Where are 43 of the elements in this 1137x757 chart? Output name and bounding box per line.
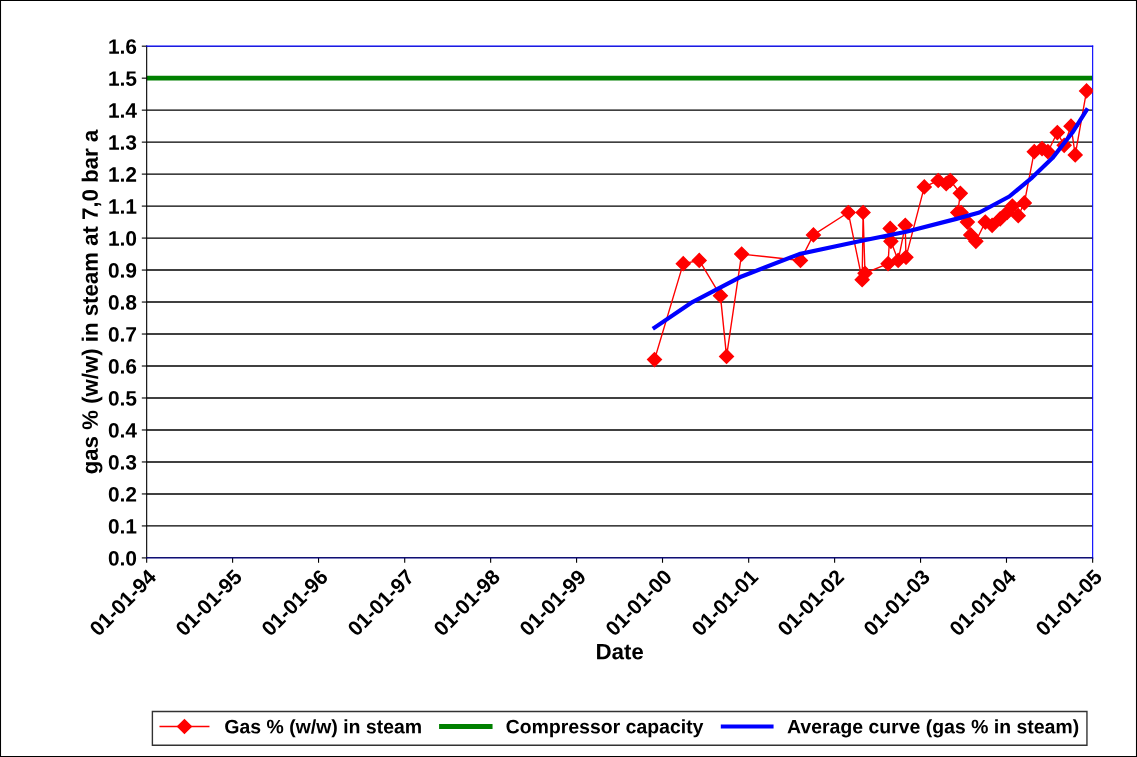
x-axis-title: Date [597, 643, 643, 660]
y-tick-label: 1.6 [109, 39, 137, 54]
point [840, 204, 856, 221]
y-tick-label: 1.4 [109, 103, 137, 118]
point [1010, 208, 1026, 224]
point [855, 204, 871, 221]
legend-label: Average curve (gas % in steam) [787, 719, 1079, 738]
point [916, 179, 932, 195]
point [805, 227, 821, 243]
point [718, 348, 735, 364]
point [968, 233, 984, 249]
y-tick-label: 1.0 [109, 231, 137, 246]
point [734, 246, 750, 262]
y-tick-label: 1.3 [109, 135, 137, 150]
point [880, 256, 896, 272]
y-tick-label: 0.2 [108, 486, 137, 502]
y-tick-label: 0.7 [108, 327, 137, 342]
y-tick-label: 0.1 [108, 518, 137, 534]
y-tick-label: 1.1 [109, 199, 137, 214]
y-tick-label: 0.5 [108, 390, 137, 406]
point [1049, 124, 1065, 141]
y-tick-label: 0.4 [108, 422, 137, 438]
legend-label: Gas % (w/w) in steam [225, 719, 421, 738]
point [952, 185, 968, 201]
y-axis-title: gas % (w/w) in steam at 7,0 bar a [81, 129, 103, 474]
y-tick-label: 1.2 [109, 167, 137, 182]
point [675, 256, 691, 272]
line-series [652, 108, 1089, 330]
point [1004, 198, 1020, 214]
legend-label: Compressor capacity [506, 719, 704, 738]
y-tick-label: 0.6 [108, 359, 137, 374]
point [712, 288, 729, 304]
y-tick-label: 0.3 [108, 454, 137, 470]
point [691, 252, 707, 269]
point [646, 352, 663, 368]
y-tick-label: 0.9 [108, 263, 137, 278]
point [1016, 195, 1032, 211]
y-tick-label: 1.5 [109, 71, 137, 86]
y-tick-label: 0.8 [108, 295, 137, 310]
point [898, 249, 914, 265]
point [1067, 147, 1083, 163]
y-tick-label: 0.0 [108, 550, 137, 566]
point [1078, 83, 1093, 99]
